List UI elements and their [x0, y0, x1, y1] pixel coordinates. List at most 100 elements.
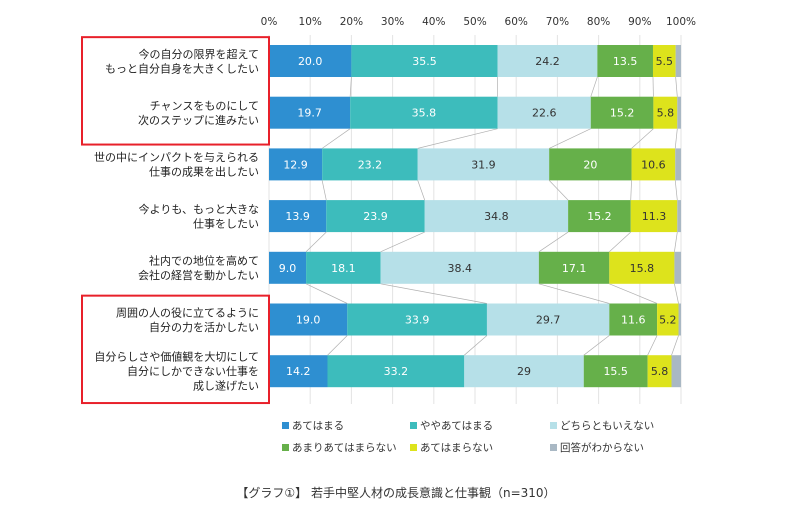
- bar-segment: [269, 200, 327, 233]
- data-label: 10.6: [641, 158, 666, 171]
- legend-swatch: [282, 444, 289, 451]
- x-tick-label: 100%: [666, 16, 696, 28]
- series-connectors: [305, 76, 679, 356]
- data-label: 29: [517, 365, 531, 378]
- data-label: 38.4: [448, 262, 473, 275]
- data-label: 14.2: [286, 365, 311, 378]
- data-labels: 20.0 35.5 24.2 13.5 5.5 19.7 35.8 22.6 15.2 5.8 12…: [279, 55, 677, 378]
- data-label: 34.8: [484, 210, 509, 223]
- series-connector-line: [549, 128, 591, 149]
- bar-segment: [677, 200, 681, 233]
- category-label: もっと自分自身を大きくしたい: [105, 61, 259, 75]
- series-connector-line: [674, 180, 678, 201]
- bar-segment: [671, 355, 681, 388]
- bar-segment: [568, 200, 631, 233]
- category-label: 次のステップに進みたい: [138, 113, 259, 127]
- series-connector-line: [538, 231, 569, 253]
- bar-segment: [327, 355, 465, 388]
- bar-segment: [269, 251, 307, 284]
- series-connector-line: [327, 335, 348, 356]
- bar-segment: [609, 303, 658, 336]
- data-label: 9.0: [279, 262, 297, 275]
- data-label: 12.9: [283, 158, 308, 171]
- data-label: 35.5: [412, 55, 437, 68]
- bar-segment: [657, 303, 679, 336]
- data-label: 23.9: [363, 210, 388, 223]
- category-label: 仕事の成果を出したい: [149, 165, 259, 179]
- series-connector-line: [674, 232, 678, 252]
- series-connector-line: [548, 180, 569, 201]
- category-label: 周囲の人の役に立てるように: [116, 305, 259, 319]
- data-label: 15.2: [587, 210, 612, 223]
- chart-caption: 【グラフ①】 若手中堅人材の成長意識と仕事観（n=310）: [236, 486, 556, 500]
- legend-swatch: [410, 422, 417, 429]
- legend-label: あまりあてはまらない: [292, 442, 397, 454]
- category-label: 自分にしかできない仕事を: [127, 365, 259, 378]
- legend-label: あてはまる: [292, 420, 345, 432]
- bar-segment: [350, 96, 498, 129]
- legend-item: 回答がわからない: [550, 440, 700, 455]
- series-connector-line: [417, 128, 498, 149]
- bar-segment: [486, 303, 610, 336]
- x-tick-label: 50%: [463, 16, 486, 28]
- bar-segment: [675, 148, 681, 181]
- category-label: 仕事をしたい: [193, 217, 259, 230]
- legend-item: あてはまる: [282, 418, 410, 433]
- legend-item: どちらともいえない: [550, 418, 700, 433]
- category-labels: 今の自分の限界を超えてもっと自分自身を大きくしたいチャンスをものにして次のステッ…: [94, 47, 259, 393]
- bar-segment: [351, 45, 498, 77]
- data-label: 24.2: [535, 55, 560, 68]
- bar-segment: [322, 148, 418, 181]
- data-label: 23.2: [358, 158, 383, 171]
- legend-label: あてはまらない: [420, 442, 494, 454]
- bar-segment: [597, 45, 653, 77]
- x-tick-label: 60%: [505, 16, 528, 28]
- data-label: 19.7: [297, 107, 322, 120]
- series-connector-line: [583, 335, 610, 356]
- series-connector-line: [538, 283, 610, 304]
- series-connector-line: [674, 128, 678, 149]
- data-label: 19.0: [296, 314, 321, 327]
- bar-segment: [326, 200, 425, 233]
- bar-segment: [269, 355, 328, 388]
- legend-item: ややあてはまる: [410, 418, 550, 433]
- category-label: 自分らしさや価値観を大切にして: [94, 350, 259, 364]
- bar-segment: [609, 251, 675, 284]
- category-label: 社内での地位を高めて: [149, 254, 259, 268]
- data-label: 31.9: [471, 158, 496, 171]
- data-label: 11.6: [621, 314, 646, 327]
- x-tick-label: 0%: [261, 16, 278, 28]
- bar-segment: [652, 45, 676, 77]
- legend-swatch: [550, 444, 557, 451]
- data-label: 5.2: [659, 314, 677, 327]
- data-label: 22.6: [532, 107, 557, 120]
- series-connector-line: [305, 283, 348, 304]
- series-connector-line: [590, 76, 598, 97]
- bar-segment: [677, 96, 681, 129]
- series-connector-line: [647, 335, 658, 356]
- x-tick-label: 90%: [628, 16, 651, 28]
- bar-segment: [675, 45, 681, 77]
- bar-segment: [674, 251, 681, 284]
- bar-segment: [583, 355, 648, 388]
- legend-item: あてはまらない: [410, 440, 550, 455]
- data-label: 20.0: [298, 55, 323, 68]
- bar-segment: [269, 96, 351, 129]
- category-label: 今の自分の限界を超えて: [139, 47, 259, 61]
- series-connector-line: [417, 180, 426, 201]
- x-tick-label: 40%: [422, 16, 445, 28]
- data-label: 15.8: [630, 262, 655, 275]
- data-label: 35.8: [412, 107, 437, 120]
- legend-label: ややあてはまる: [420, 420, 494, 432]
- bar-segment: [424, 200, 569, 233]
- bar-segment: [630, 200, 678, 233]
- series-connector-line: [349, 76, 352, 97]
- data-label: 18.1: [331, 262, 356, 275]
- bar-segment: [417, 148, 550, 181]
- series-connector-line: [671, 335, 679, 356]
- bar-segment: [380, 251, 539, 284]
- legend-swatch: [282, 422, 289, 429]
- legend-label: 回答がわからない: [560, 442, 644, 454]
- data-label: 15.5: [603, 365, 628, 378]
- series-connector-line: [380, 283, 488, 304]
